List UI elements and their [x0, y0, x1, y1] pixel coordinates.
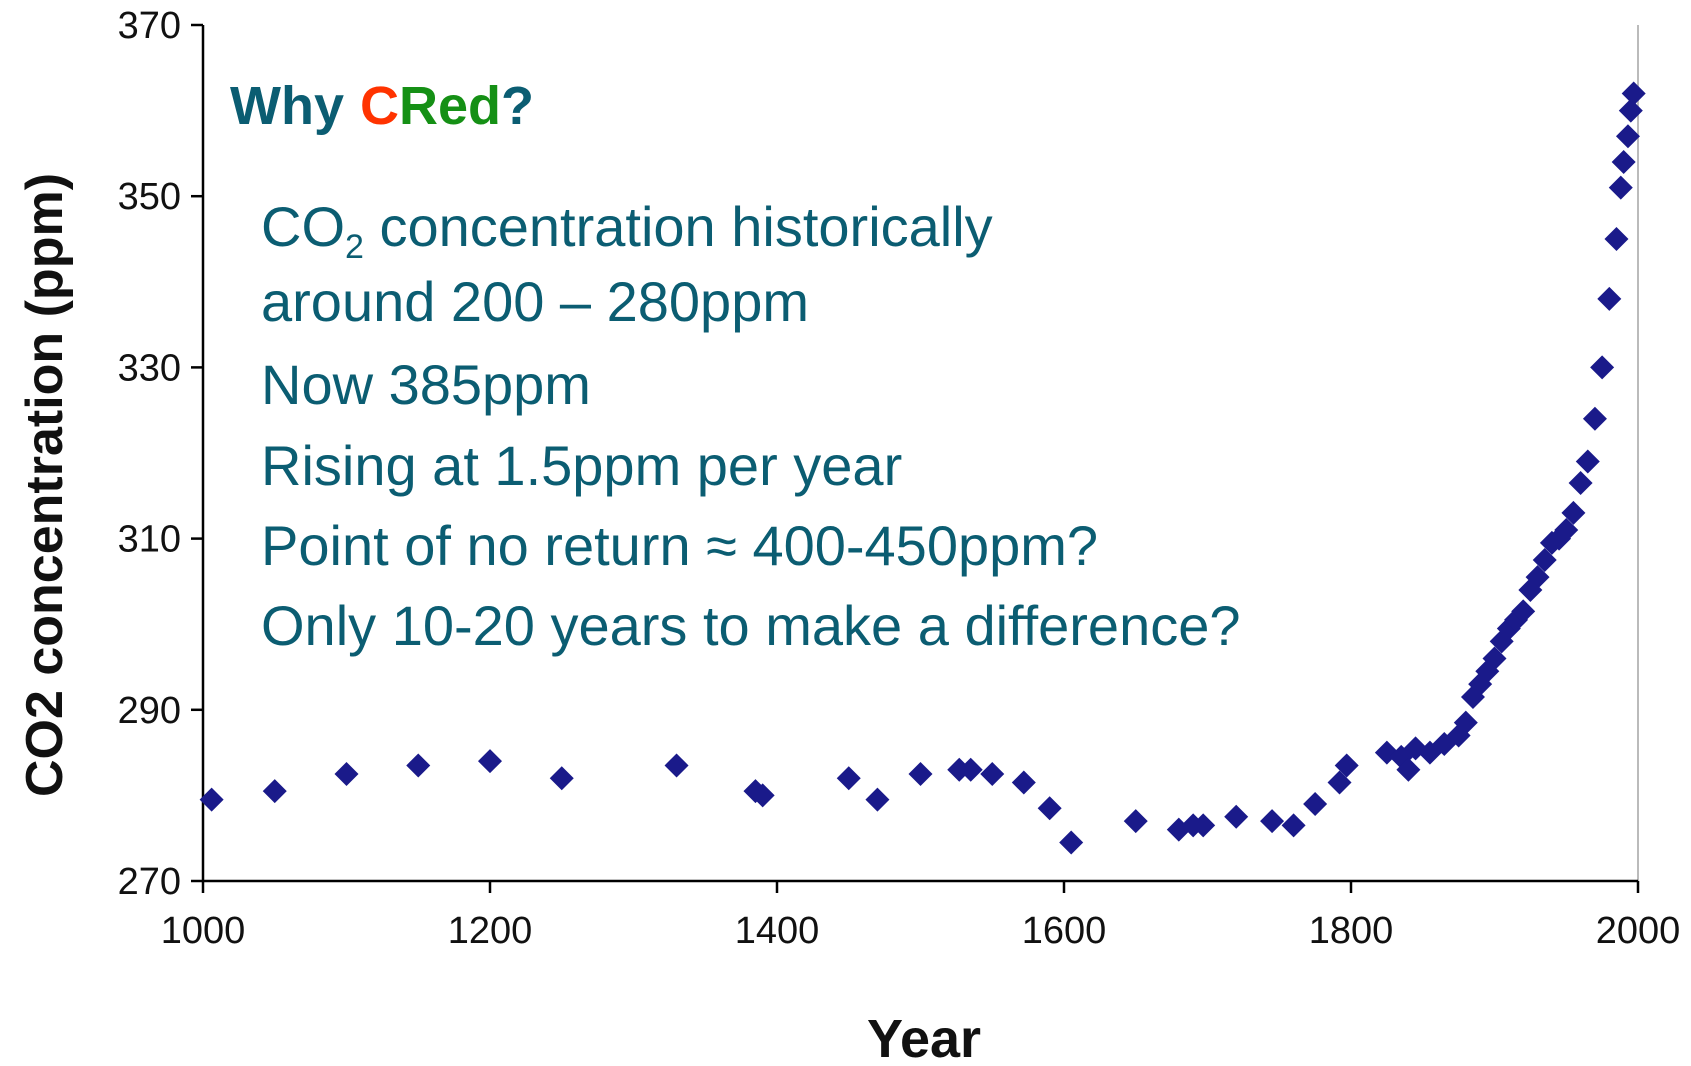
- point: [1303, 791, 1328, 816]
- heading-part: Why: [230, 76, 344, 136]
- point: [908, 762, 933, 786]
- y-axis-label: CO2 concentration (ppm): [16, 173, 74, 797]
- point: [1575, 449, 1600, 474]
- point: [865, 787, 890, 812]
- note-line: Only 10-20 years to make a difference?: [261, 594, 1241, 657]
- point: [1582, 406, 1607, 431]
- point: [836, 766, 861, 791]
- x-tick-label: 2000: [1596, 910, 1681, 952]
- point: [1511, 599, 1536, 624]
- point: [1123, 809, 1148, 834]
- y-tick-label: 350: [118, 176, 181, 218]
- x-tick-label: 1400: [735, 910, 820, 952]
- y-tick-label: 310: [118, 519, 181, 561]
- y-tick-label: 330: [118, 347, 181, 389]
- note-line: Rising at 1.5ppm per year: [261, 434, 902, 497]
- point: [664, 753, 689, 778]
- point: [958, 757, 983, 782]
- point: [750, 783, 775, 808]
- point: [1597, 286, 1622, 311]
- point: [1525, 565, 1550, 590]
- point: [1604, 227, 1629, 251]
- heading-part: C: [360, 76, 399, 136]
- note-part: 2: [345, 228, 364, 266]
- point: [1453, 710, 1478, 735]
- point: [406, 753, 431, 778]
- point: [1615, 124, 1640, 149]
- point: [1561, 500, 1586, 525]
- heading: Why CRed?: [230, 76, 534, 136]
- x-tick-label: 1600: [1022, 910, 1107, 952]
- note-line: Point of no return ≈ 400-450ppm?: [261, 514, 1098, 577]
- point: [1568, 470, 1593, 495]
- point: [199, 787, 224, 812]
- point: [1281, 813, 1306, 838]
- note-part: Rising at 1.5ppm per year: [261, 434, 902, 497]
- note-part: CO: [261, 195, 345, 258]
- point: [1590, 355, 1615, 380]
- point: [1260, 809, 1285, 834]
- y-tick-label: 270: [118, 861, 181, 903]
- note-part: Point of no return ≈ 400-450ppm?: [261, 514, 1098, 577]
- point: [262, 779, 287, 804]
- point: [1396, 757, 1421, 782]
- point: [1611, 149, 1636, 174]
- note-line: CO2 concentration historically: [261, 195, 993, 266]
- heading-part: ?: [501, 76, 534, 136]
- point: [1059, 830, 1084, 855]
- point: [1327, 770, 1352, 795]
- note-line: Now 385ppm: [261, 353, 591, 416]
- x-axis-label: Year: [867, 1009, 981, 1066]
- x-tick-label: 1000: [161, 910, 246, 952]
- note-part: Only 10-20 years to make a difference?: [261, 594, 1241, 657]
- point: [1224, 804, 1249, 829]
- point: [334, 762, 359, 786]
- x-tick-label: 1200: [448, 910, 533, 952]
- point: [1191, 813, 1216, 838]
- y-tick-label: 370: [118, 5, 181, 47]
- point: [1482, 646, 1507, 671]
- note-line: around 200 – 280ppm: [261, 270, 809, 333]
- point: [1618, 98, 1643, 123]
- point: [1621, 81, 1646, 106]
- x-tick-label: 1800: [1309, 910, 1394, 952]
- point: [1334, 753, 1359, 778]
- y-tick-label: 290: [118, 690, 181, 732]
- point: [1037, 796, 1062, 821]
- note-part: concentration historically: [364, 195, 993, 258]
- point: [980, 762, 1005, 786]
- point: [1608, 175, 1633, 200]
- point: [478, 749, 502, 774]
- point: [549, 766, 574, 791]
- point: [1554, 518, 1579, 543]
- note-part: Now 385ppm: [261, 353, 591, 416]
- point: [1532, 548, 1557, 572]
- note-part: around 200 – 280ppm: [261, 270, 809, 333]
- heading-part: Red: [399, 76, 501, 136]
- point: [1011, 770, 1036, 795]
